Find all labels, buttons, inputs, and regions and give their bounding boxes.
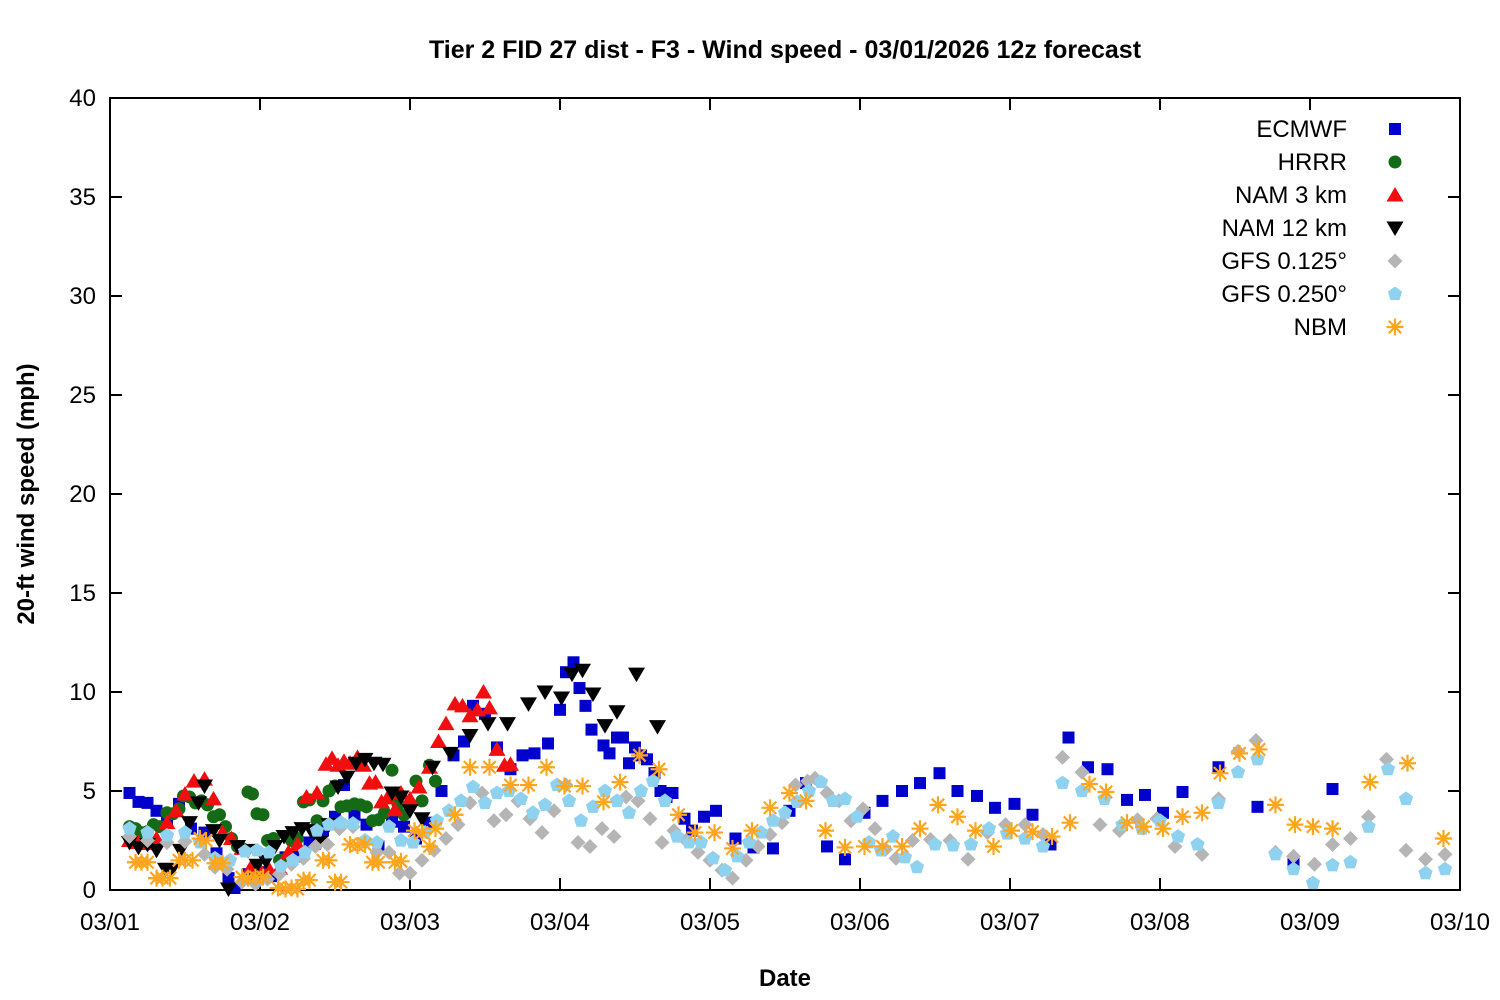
legend-marker-gfs-0-250-icon [1387, 286, 1403, 301]
x-tick-label: 03/01 [80, 909, 140, 936]
legend-label-hrrr: HRRR [1278, 149, 1347, 176]
y-tick-label: 5 [83, 778, 96, 805]
legend: ECMWF HRRR NAM 3 km NAM 12 km GFS 0.125° GFS … [1221, 116, 1404, 341]
y-tick-label: 30 [69, 283, 96, 310]
legend-marker-nam-12-km-icon [1386, 221, 1404, 236]
legend-label-nam-3-km: NAM 3 km [1235, 182, 1347, 209]
legend-marker-nam-3-km-icon [1386, 187, 1404, 202]
legend-label-ecmwf: ECMWF [1256, 116, 1347, 143]
legend-label-nbm: NBM [1294, 314, 1347, 341]
legend-label-nam-12-km: NAM 12 km [1222, 215, 1347, 242]
legend-marker-hrrr-icon [1388, 155, 1402, 169]
x-tick-label: 03/03 [380, 909, 440, 936]
legend-marker-gfs-0-125-icon [1387, 253, 1403, 269]
y-axis-label: 20-ft wind speed (mph) [13, 363, 40, 624]
legend-marker-ecmwf-icon [1389, 123, 1401, 135]
x-tick-label: 03/06 [830, 909, 890, 936]
legend-marker-nbm-icon [1386, 318, 1404, 336]
y-tick-label: 15 [69, 580, 96, 607]
legend-entry-ecmwf: ECMWF [1256, 116, 1401, 143]
legend-label-gfs-0-250: GFS 0.250° [1221, 281, 1347, 308]
data-points [121, 656, 1453, 898]
axes: 03/01 03/02 03/03 03/04 03/05 03/06 03/07 03/08… [69, 85, 1490, 936]
legend-entry-nbm: NBM [1294, 314, 1404, 341]
y-tick-label: 25 [69, 382, 96, 409]
y-tick-label: 40 [69, 85, 96, 112]
x-tick-label: 03/08 [1130, 909, 1190, 936]
x-axis-label: Date [759, 965, 811, 992]
chart-title: Tier 2 FID 27 dist - F3 - Wind speed - 0… [429, 36, 1142, 64]
x-tick-label: 03/09 [1280, 909, 1340, 936]
x-tick-label: 03/02 [230, 909, 290, 936]
y-tick-label: 0 [83, 877, 96, 904]
x-tick-label: 03/10 [1430, 909, 1490, 936]
legend-entry-gfs-0-125: GFS 0.125° [1221, 248, 1403, 275]
y-tick-label: 35 [69, 184, 96, 211]
legend-entry-gfs-0-250: GFS 0.250° [1221, 281, 1403, 308]
y-tick-label: 10 [69, 679, 96, 706]
legend-entry-nam-3-km: NAM 3 km [1235, 182, 1404, 209]
x-tick-label: 03/05 [680, 909, 740, 936]
series-gfs-0-250 [122, 751, 1453, 890]
legend-entry-hrrr: HRRR [1278, 149, 1402, 176]
legend-label-gfs-0-125: GFS 0.125° [1221, 248, 1347, 275]
series-nbm [127, 740, 1452, 898]
legend-entry-nam-12-km: NAM 12 km [1222, 215, 1404, 242]
x-tick-label: 03/04 [530, 909, 590, 936]
y-tick-label: 20 [69, 481, 96, 508]
x-tick-label: 03/07 [980, 909, 1040, 936]
